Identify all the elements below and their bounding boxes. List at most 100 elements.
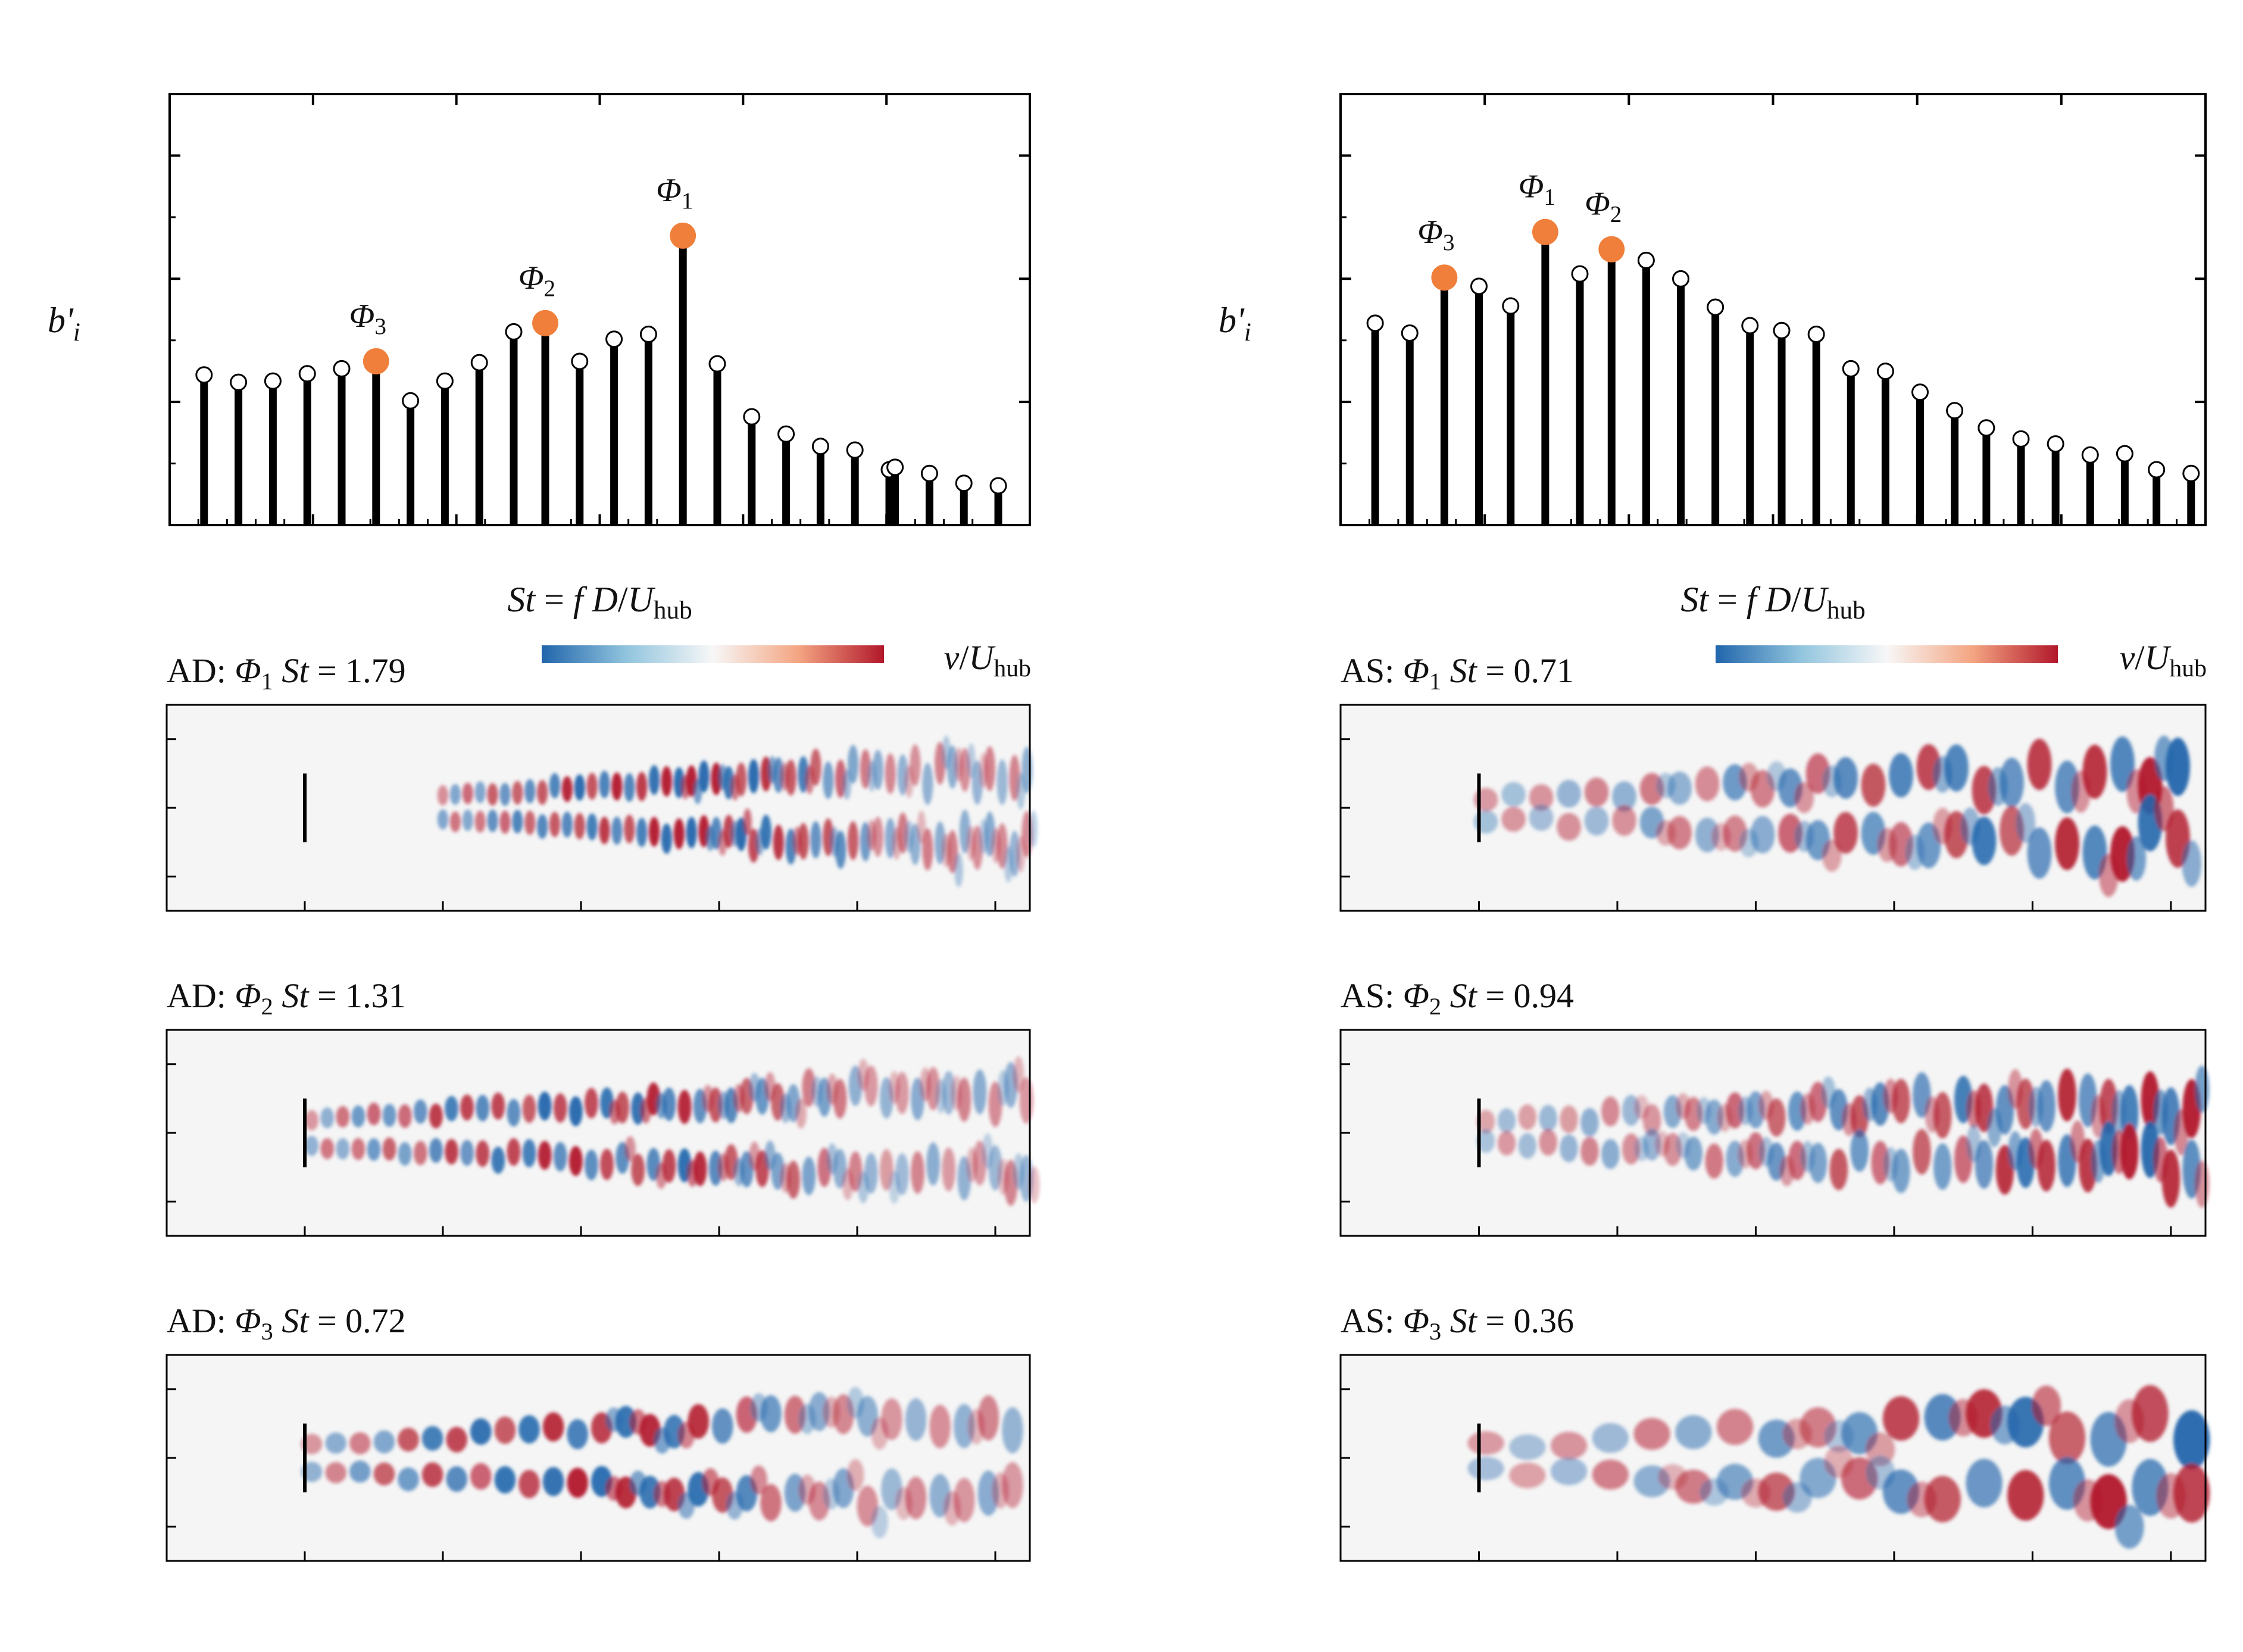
- bar-marker-a: [505, 323, 523, 341]
- vortex-blob-b: [636, 817, 648, 847]
- bar-marker-a: [811, 438, 829, 455]
- bar-marker-a: [230, 373, 248, 391]
- velocity-field-d: [301, 1386, 1023, 1539]
- vortex-blob-f: [2027, 827, 2052, 879]
- vortex-blob-h: [1467, 1431, 1504, 1455]
- vortex-blob-d: [470, 1463, 492, 1490]
- vortex-blob-f: [2016, 802, 2036, 844]
- vortex-blob-d: [905, 1476, 927, 1520]
- vortex-blob-d: [881, 1398, 902, 1440]
- vortex-blob-h: [1509, 1462, 1546, 1488]
- vortex-blob-d: [1002, 1461, 1023, 1509]
- vortex-blob-g: [1476, 1129, 1495, 1153]
- vortex-blob-h: [1592, 1423, 1629, 1453]
- vortex-blob-g: [1539, 1129, 1558, 1156]
- vortex-blob-d: [750, 1465, 767, 1495]
- vortex-blob-f: [1501, 807, 1526, 832]
- vortex-blob-h: [1924, 1475, 1961, 1523]
- vortex-blob-f: [2166, 738, 2190, 797]
- vortex-blob-b: [798, 823, 809, 860]
- vortex-blob-b: [512, 810, 523, 834]
- vortex-blob-b: [661, 766, 673, 797]
- vortex-blob-d: [494, 1416, 516, 1444]
- vortex-blob-b: [636, 772, 648, 801]
- vortex-blob-c: [382, 1104, 396, 1128]
- vortex-blob-b: [499, 783, 511, 806]
- bar-marker-e: [1672, 270, 1690, 288]
- vortex-blob-d: [567, 1419, 589, 1450]
- vortex-blob-h: [1509, 1434, 1546, 1460]
- velocity-field-g: [1476, 1065, 2210, 1208]
- vortex-blob-f: [1833, 757, 1858, 799]
- vortex-blob-h: [2007, 1470, 2044, 1521]
- bar-marker-e: [1401, 324, 1419, 342]
- vortex-blob-d: [398, 1467, 419, 1492]
- vortex-blob-b: [954, 852, 963, 888]
- vortex-blob-g: [1808, 1142, 1827, 1183]
- mode-label-a: Φ1: [656, 172, 693, 214]
- vortex-blob-b: [586, 813, 598, 841]
- vortex-blob-g: [1497, 1131, 1516, 1156]
- vortex-blob-g: [1518, 1104, 1537, 1131]
- vortex-blob-g: [1580, 1136, 1599, 1166]
- vortex-blob-f: [2027, 738, 2052, 791]
- mode-label-e: Φ3: [1417, 214, 1454, 255]
- vortex-blob-c: [522, 1094, 536, 1123]
- vortex-blob-b: [648, 765, 660, 795]
- vortex-blob-d: [518, 1415, 540, 1444]
- vortex-blob-b: [574, 774, 585, 801]
- vortex-blob-c: [491, 1147, 505, 1174]
- vortex-blob-b: [1029, 810, 1038, 848]
- vortex-blob-b: [462, 809, 473, 831]
- vortex-blob-g: [1892, 1148, 1910, 1194]
- bar-marker-e: [1470, 277, 1488, 295]
- vortex-blob-f: [1861, 763, 1886, 807]
- bar-marker-a: [470, 354, 488, 371]
- vortex-blob-b: [524, 810, 536, 835]
- vortex-blob-c: [522, 1139, 536, 1167]
- bar-marker-e: [2148, 461, 2166, 479]
- colorbar-b: [542, 645, 884, 663]
- vortex-blob-g: [2058, 1069, 2076, 1122]
- panel-heading-h: AS: Φ3 St = 0.36: [1341, 1301, 1574, 1345]
- vortex-blob-b: [599, 816, 610, 845]
- bar-marker-e: [2047, 435, 2064, 453]
- vortex-blob-d: [446, 1466, 468, 1492]
- vortex-blob-c: [305, 1135, 319, 1156]
- vortex-blob-c: [367, 1103, 381, 1126]
- bar-marker-a: [402, 392, 420, 410]
- vortex-blob-g: [1933, 1143, 1952, 1190]
- vortex-blob-f: [1584, 777, 1609, 807]
- vortex-blob-h: [2032, 1385, 2061, 1426]
- vortex-blob-c: [795, 1098, 807, 1129]
- vortex-blob-f: [1794, 782, 1814, 813]
- vortex-blob-c: [973, 1069, 987, 1114]
- bar-marker-a: [955, 474, 973, 492]
- vortex-blob-b: [748, 759, 760, 794]
- vortex-blob-g: [1560, 1105, 1578, 1133]
- vortex-blob-c: [624, 1136, 636, 1162]
- field-background-c: [167, 1030, 1030, 1236]
- velocity-field-h: [1467, 1385, 2210, 1549]
- bar-marker-e: [1366, 314, 1384, 332]
- vortex-blob-g: [1933, 1092, 1952, 1139]
- vortex-blob-c: [351, 1105, 365, 1128]
- bar-marker-a: [639, 326, 657, 343]
- vortex-blob-b: [847, 745, 859, 784]
- bar-marker-e: [1911, 383, 1929, 401]
- vortex-blob-c: [553, 1142, 567, 1172]
- vortex-blob-c: [833, 1079, 847, 1119]
- vortex-blob-b: [922, 763, 933, 805]
- vortex-blob-c: [568, 1096, 583, 1126]
- vortex-blob-c: [507, 1098, 521, 1127]
- vortex-blob-d: [615, 1406, 637, 1438]
- highlight-marker-e: [1532, 218, 1558, 245]
- vortex-blob-d: [688, 1404, 710, 1439]
- bar-marker-a: [605, 330, 623, 348]
- vortex-blob-f: [2082, 744, 2107, 799]
- vortex-blob-b: [910, 744, 921, 786]
- vortex-blob-h: [1675, 1415, 1712, 1450]
- vortex-blob-c: [942, 1147, 956, 1192]
- vortex-blob-f: [1557, 813, 1582, 841]
- vortex-blob-f: [1833, 811, 1858, 854]
